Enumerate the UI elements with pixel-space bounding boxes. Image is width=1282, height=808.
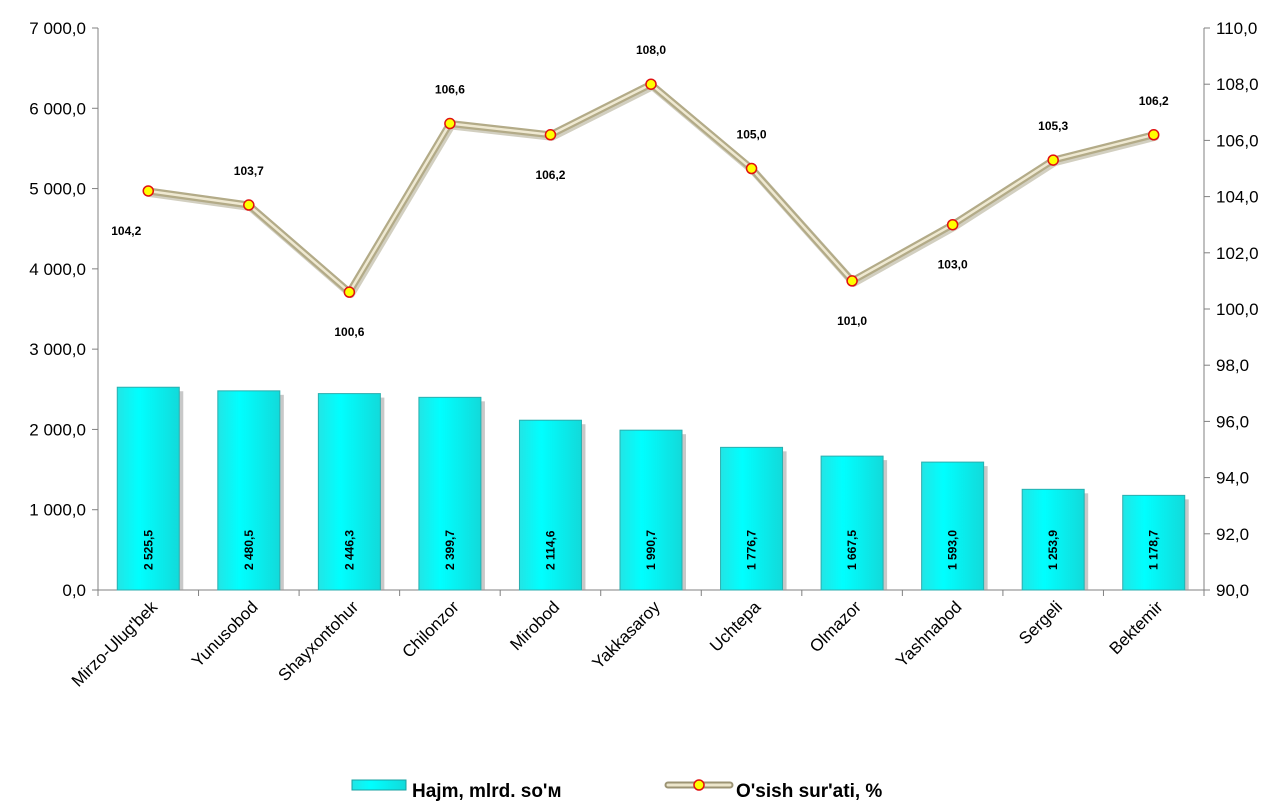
line-point-label: 101,0 (837, 314, 867, 328)
data-labels: 2 525,5 2 480,5 2 446,3 2 399,7 2 114,6 1 990… (111, 43, 1169, 570)
y-left-tick-label: 0,0 (62, 581, 86, 600)
line-point (444, 117, 456, 130)
line-point (946, 218, 959, 231)
x-tick-label: Bektemir (1106, 597, 1167, 658)
legend-swatch-bar (351, 779, 407, 791)
bar-value-label: 1 990,7 (644, 530, 658, 570)
line-point (544, 129, 557, 141)
line-point-label: 108,0 (636, 43, 666, 57)
line-point (1047, 154, 1059, 166)
bar (317, 393, 381, 591)
x-tick-label: Chilonzor (399, 597, 463, 661)
bar-value-label: 1 667,5 (845, 530, 859, 570)
line-series (142, 78, 1160, 299)
legend-swatch-marker (693, 779, 705, 791)
bar-value-label: 2 399,7 (443, 530, 457, 570)
legend-label-bar: Hajm, mlrd. so'м (412, 781, 562, 802)
bar-series (116, 386, 1189, 591)
bar (418, 396, 482, 591)
bar (217, 390, 281, 591)
y-left-tick-label: 1 000,0 (29, 501, 86, 520)
y-right-tick-label: 94,0 (1216, 469, 1249, 488)
x-tick-label: Sergeli (1015, 597, 1066, 648)
x-tick-label: Shayxontohur (275, 597, 363, 685)
y-left-tick-label: 5 000,0 (29, 180, 86, 199)
line-point-label: 104,2 (111, 224, 141, 238)
y-right-tick-label: 106,0 (1216, 131, 1259, 150)
x-tick-label: Olmazor (806, 597, 865, 656)
y-left-tick-label: 4 000,0 (29, 260, 86, 279)
bar-value-label: 2 525,5 (141, 530, 155, 570)
bar (1122, 494, 1186, 591)
y-left-tick-label: 6 000,0 (29, 99, 86, 118)
y-right-tick-label: 104,0 (1216, 188, 1259, 207)
line-point (745, 162, 758, 175)
line-point (645, 78, 657, 90)
line-point (846, 275, 858, 287)
y-right-tick-label: 100,0 (1216, 300, 1259, 319)
x-tick-label: Yashnabod (892, 597, 965, 670)
line-point (1147, 129, 1160, 141)
line-inner (147, 82, 1155, 294)
bar-value-label: 2 114,6 (543, 530, 557, 570)
line-point-label: 100,6 (334, 325, 364, 339)
line-point (343, 286, 356, 298)
y-right-tick-label: 90,0 (1216, 581, 1249, 600)
x-tick-label: Yunusobod (188, 597, 262, 671)
x-tick-label: Yakkasaroy (588, 597, 664, 673)
y-right-tick-label: 98,0 (1216, 356, 1249, 375)
bar (720, 446, 784, 591)
line-point (243, 199, 255, 211)
line-point-label: 106,6 (435, 83, 465, 97)
legend-label-line: O'sish sur'ati, % (736, 781, 882, 802)
y-right-tick-label: 92,0 (1216, 525, 1249, 544)
y-left-tick-label: 7 000,0 (29, 19, 86, 38)
x-tick-label: Mirobod (506, 597, 563, 654)
line-point (142, 185, 155, 197)
y-right-tick-label: 108,0 (1216, 75, 1259, 94)
line-point-label: 105,3 (1038, 119, 1068, 133)
line-point-label: 103,0 (938, 258, 968, 272)
y-left-tick-label: 2 000,0 (29, 420, 86, 439)
bar (518, 419, 582, 591)
bar (921, 461, 985, 591)
bar-value-label: 1 593,0 (946, 530, 960, 570)
bar-value-label: 1 776,7 (745, 530, 759, 570)
x-tick-label: Mirzo-Ulug'bek (68, 597, 162, 691)
bar-value-label: 2 480,5 (242, 530, 256, 570)
y-right-tick-label: 102,0 (1216, 244, 1259, 263)
legend: Hajm, mlrd. so'м O'sish sur'ati, % (351, 779, 882, 802)
bar (1021, 488, 1085, 591)
line-point-label: 105,0 (737, 128, 767, 142)
bar (116, 386, 180, 591)
line-point-label: 106,2 (1139, 94, 1169, 108)
line-point-label: 103,7 (234, 164, 264, 178)
bar (619, 429, 683, 591)
y-right-tick-label: 110,0 (1216, 19, 1257, 38)
bar-value-label: 1 178,7 (1147, 530, 1161, 570)
line-point-label: 106,2 (535, 168, 565, 182)
bar-value-label: 1 253,9 (1046, 530, 1060, 570)
bar-value-label: 2 446,3 (342, 530, 356, 570)
line-outer (144, 80, 1158, 296)
x-tick-label: Uchtepa (706, 597, 765, 656)
bar (820, 455, 884, 591)
y-right-tick-label: 96,0 (1216, 412, 1249, 431)
y-left-tick-label: 3 000,0 (29, 340, 86, 359)
